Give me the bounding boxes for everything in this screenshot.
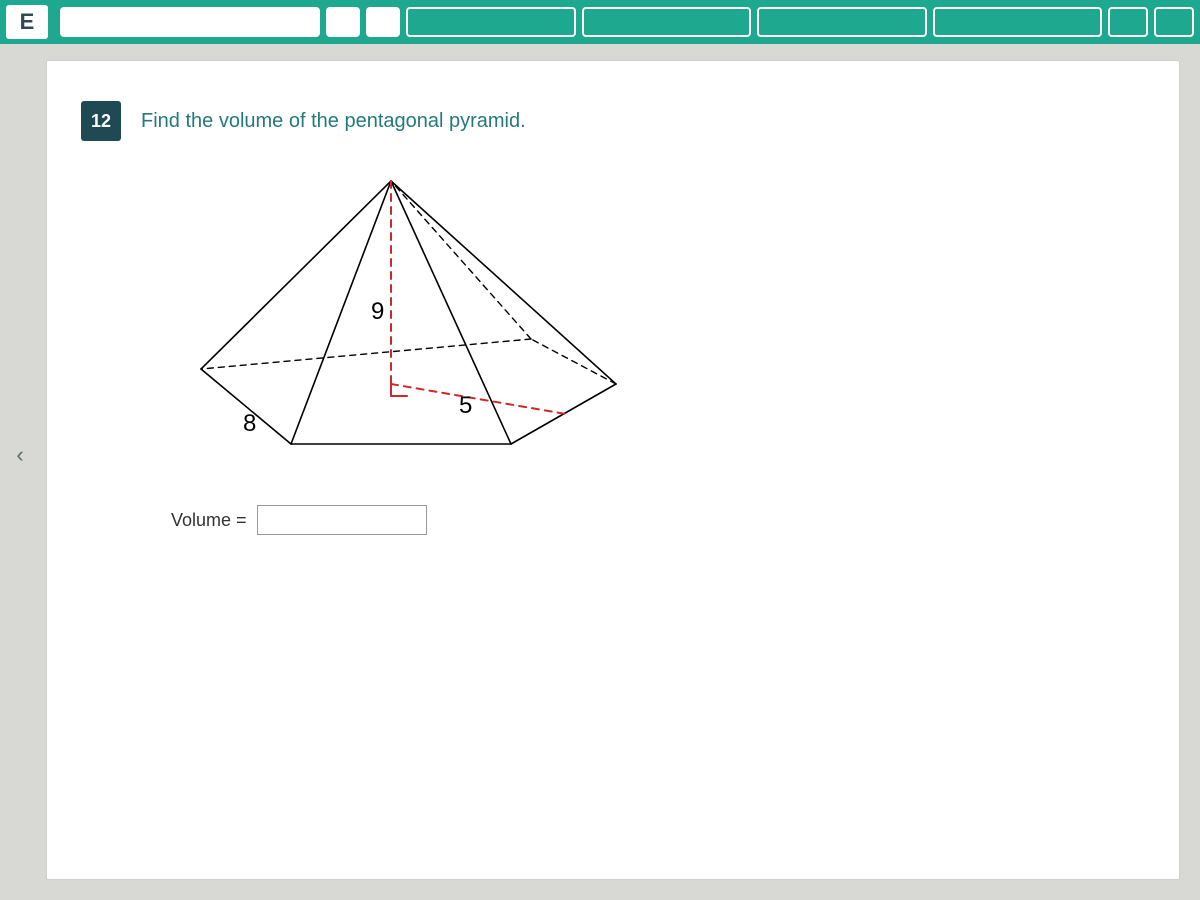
volume-input[interactable] xyxy=(257,505,427,535)
question-number-badge: 12 xyxy=(81,101,121,141)
pentagonal-pyramid-diagram: 9 5 8 xyxy=(171,169,651,469)
toolbar-button-2[interactable] xyxy=(366,7,400,37)
top-toolbar: E xyxy=(0,0,1200,44)
answer-label: Volume = xyxy=(171,510,247,531)
question-panel: 12 Find the volume of the pentagonal pyr… xyxy=(46,60,1180,880)
question-prompt: Find the volume of the pentagonal pyrami… xyxy=(141,110,526,133)
toolbar-button-1[interactable] xyxy=(326,7,360,37)
toolbar-slot-4[interactable] xyxy=(933,7,1103,37)
collapse-sidebar-chevron[interactable]: ‹ xyxy=(8,440,32,470)
toolbar-right-button-2[interactable] xyxy=(1154,7,1194,37)
figure-container: 9 5 8 xyxy=(171,169,1145,469)
answer-row: Volume = xyxy=(171,505,1145,535)
question-header: 12 Find the volume of the pentagonal pyr… xyxy=(81,101,1145,141)
chevron-left-icon: ‹ xyxy=(16,442,23,468)
toolbar-slot-1[interactable] xyxy=(406,7,576,37)
app-letter-badge[interactable]: E xyxy=(6,5,48,39)
toolbar-search-box[interactable] xyxy=(60,7,320,37)
svg-text:8: 8 xyxy=(243,410,256,437)
svg-text:5: 5 xyxy=(459,392,472,419)
toolbar-slot-3[interactable] xyxy=(757,7,927,37)
svg-text:9: 9 xyxy=(371,298,384,325)
toolbar-slot-2[interactable] xyxy=(582,7,752,37)
toolbar-right-button-1[interactable] xyxy=(1108,7,1148,37)
